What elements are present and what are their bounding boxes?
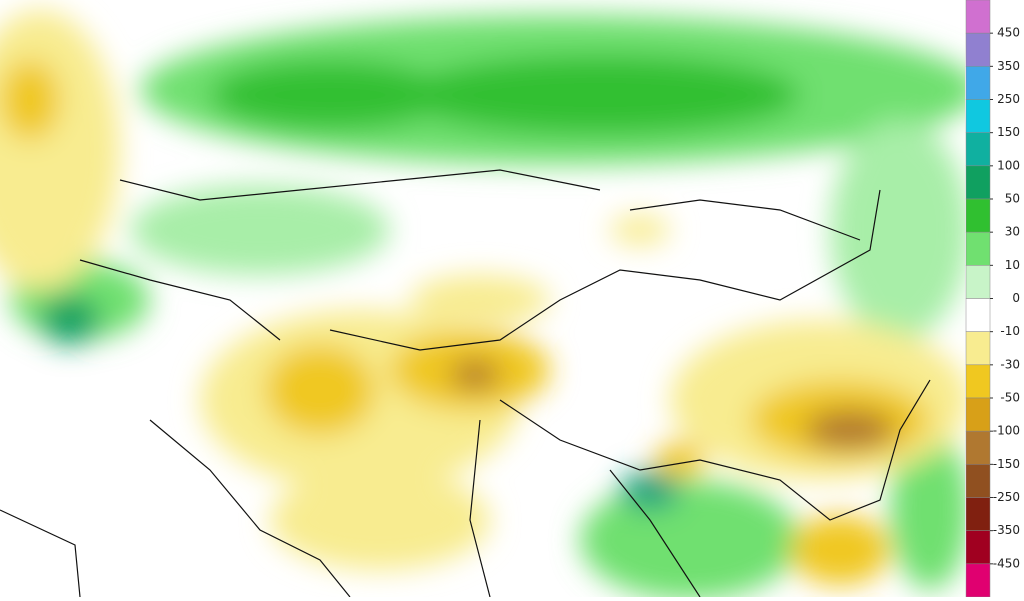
colorbar-band (965, 331, 991, 366)
colorbar-label: -350 (993, 523, 1020, 537)
colorbar-label: 350 (997, 59, 1020, 73)
colorbar-band (965, 165, 991, 200)
colorbar: 4503502501501005030100-10-30-50-100-150-… (965, 0, 1020, 598)
colorbar-band (965, 563, 991, 598)
coastlines (0, 169, 931, 597)
colorbar-label: 100 (997, 158, 1020, 172)
colorbar-band (965, 231, 991, 266)
colorbar-label: -50 (1000, 391, 1020, 405)
colorbar-label: -250 (993, 490, 1020, 504)
colorbar-band (965, 198, 991, 233)
colorbar-label: 0 (1012, 291, 1020, 305)
colorbar-band (965, 430, 991, 465)
colorbar-label: 30 (1005, 225, 1020, 239)
map (0, 10, 965, 597)
colorbar-label: -100 (993, 424, 1020, 438)
colorbar-band (965, 66, 991, 100)
colorbar-label: 250 (997, 92, 1020, 106)
colorbar-band (965, 132, 991, 167)
colorbar-band (965, 298, 991, 332)
colorbar-band (965, 464, 991, 498)
colorbar-label: 50 (1005, 192, 1020, 206)
colorbar-band (965, 497, 991, 531)
colorbar-band (965, 530, 991, 565)
colorbar-band (965, 265, 991, 299)
colorbar-label: -30 (1000, 357, 1020, 371)
colorbar-label: 450 (997, 26, 1020, 40)
colorbar-band (965, 0, 991, 34)
colorbar-band (965, 364, 991, 399)
colorbar-label: 150 (997, 125, 1020, 139)
colorbar-label: -150 (993, 457, 1020, 471)
colorbar-label: -10 (1000, 324, 1020, 338)
colorbar-band (965, 397, 991, 432)
colorbar-band (965, 99, 991, 133)
colorbar-label: -450 (993, 556, 1020, 570)
colorbar-band (965, 32, 991, 67)
colorbar-label: 10 (1005, 258, 1020, 272)
